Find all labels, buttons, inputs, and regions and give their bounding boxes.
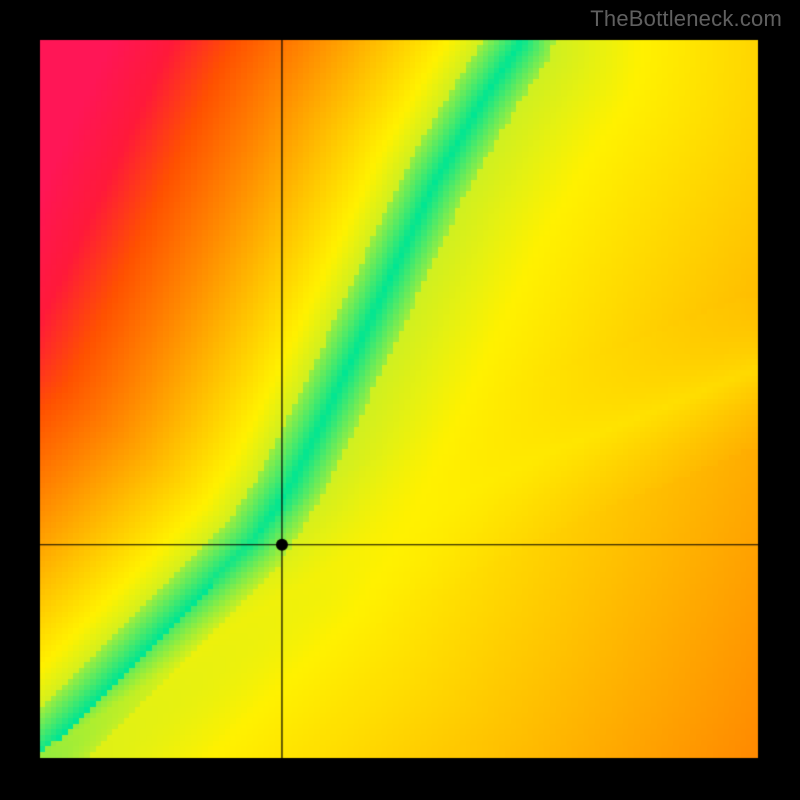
watermark-text: TheBottleneck.com <box>590 6 782 32</box>
bottleneck-heatmap <box>0 0 800 800</box>
